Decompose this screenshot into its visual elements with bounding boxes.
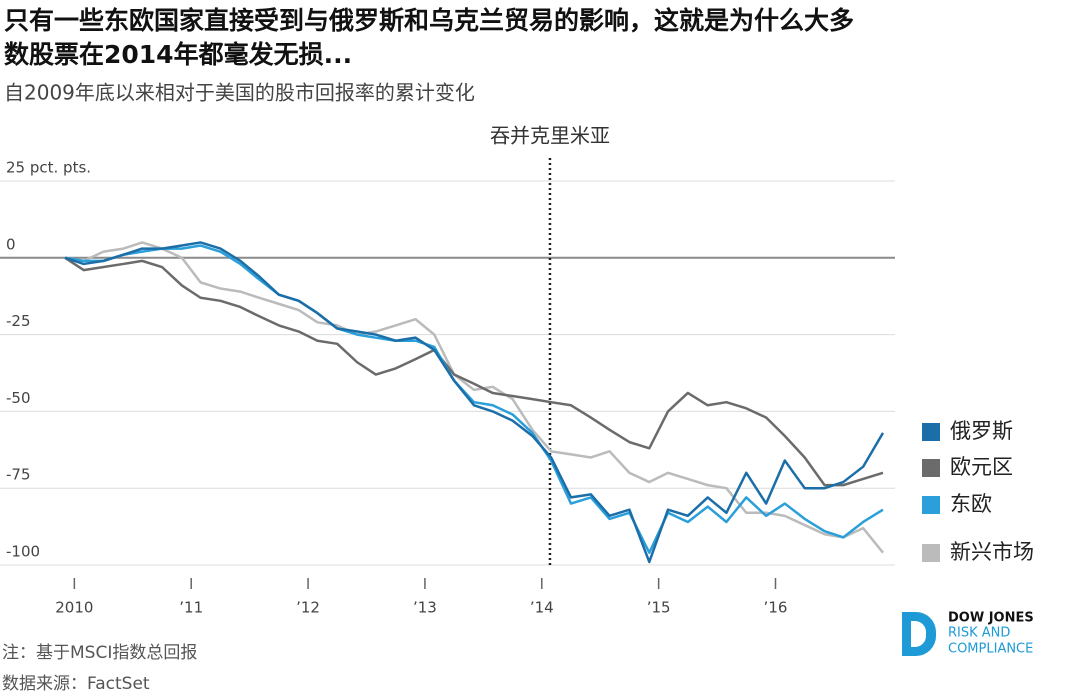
y-tick-label: -75	[6, 466, 31, 484]
legend-swatch	[922, 544, 940, 562]
series-line	[64, 241, 885, 564]
legend-label: 欧元区	[950, 455, 1013, 479]
legend-swatch	[922, 459, 940, 477]
y-tick-label: -25	[6, 312, 31, 330]
x-tick-label: ’15	[647, 599, 671, 617]
x-tick-label: ’12	[296, 599, 320, 617]
logo: DOW JONES RISK AND COMPLIANCE	[902, 611, 1034, 657]
legend-label: 东欧	[950, 492, 992, 516]
y-tick-label: -50	[6, 389, 31, 407]
legend-label: 新兴市场	[950, 540, 1034, 564]
x-tick-label: ’16	[764, 599, 788, 617]
legend-label: 俄罗斯	[950, 419, 1013, 443]
annotation: 吞并克里米亚	[490, 124, 610, 148]
legend-swatch	[922, 496, 940, 514]
note: 注：基于MSCI指数总回报	[2, 643, 197, 663]
legend-swatch	[922, 423, 940, 441]
y-tick-label: 25 pct. pts.	[6, 159, 91, 177]
source: 数据来源：FactSet	[2, 674, 150, 694]
x-tick-label: 2010	[55, 599, 93, 617]
logo-text: DOW JONES	[948, 611, 1034, 626]
logo-icon	[902, 612, 936, 656]
series-line	[64, 244, 884, 554]
logo-text: COMPLIANCE	[948, 642, 1033, 657]
chart-title: 只有一些东欧国家直接受到与俄罗斯和乌克兰贸易的影响，这就是为什么大多	[4, 6, 854, 35]
series-line	[64, 241, 884, 554]
x-tick-label: ’11	[179, 599, 203, 617]
y-tick-label: 0	[6, 235, 16, 253]
series-line	[64, 256, 884, 487]
x-tick-label: ’14	[530, 599, 554, 617]
chart-title: 数股票在2014年都毫发无损...	[4, 40, 352, 69]
y-tick-label: -100	[6, 543, 40, 561]
chart-subtitle: 自2009年底以来相对于美国的股市回报率的累计变化	[4, 81, 475, 105]
x-tick-label: ’13	[413, 599, 437, 617]
logo-text: RISK AND	[948, 626, 1010, 641]
